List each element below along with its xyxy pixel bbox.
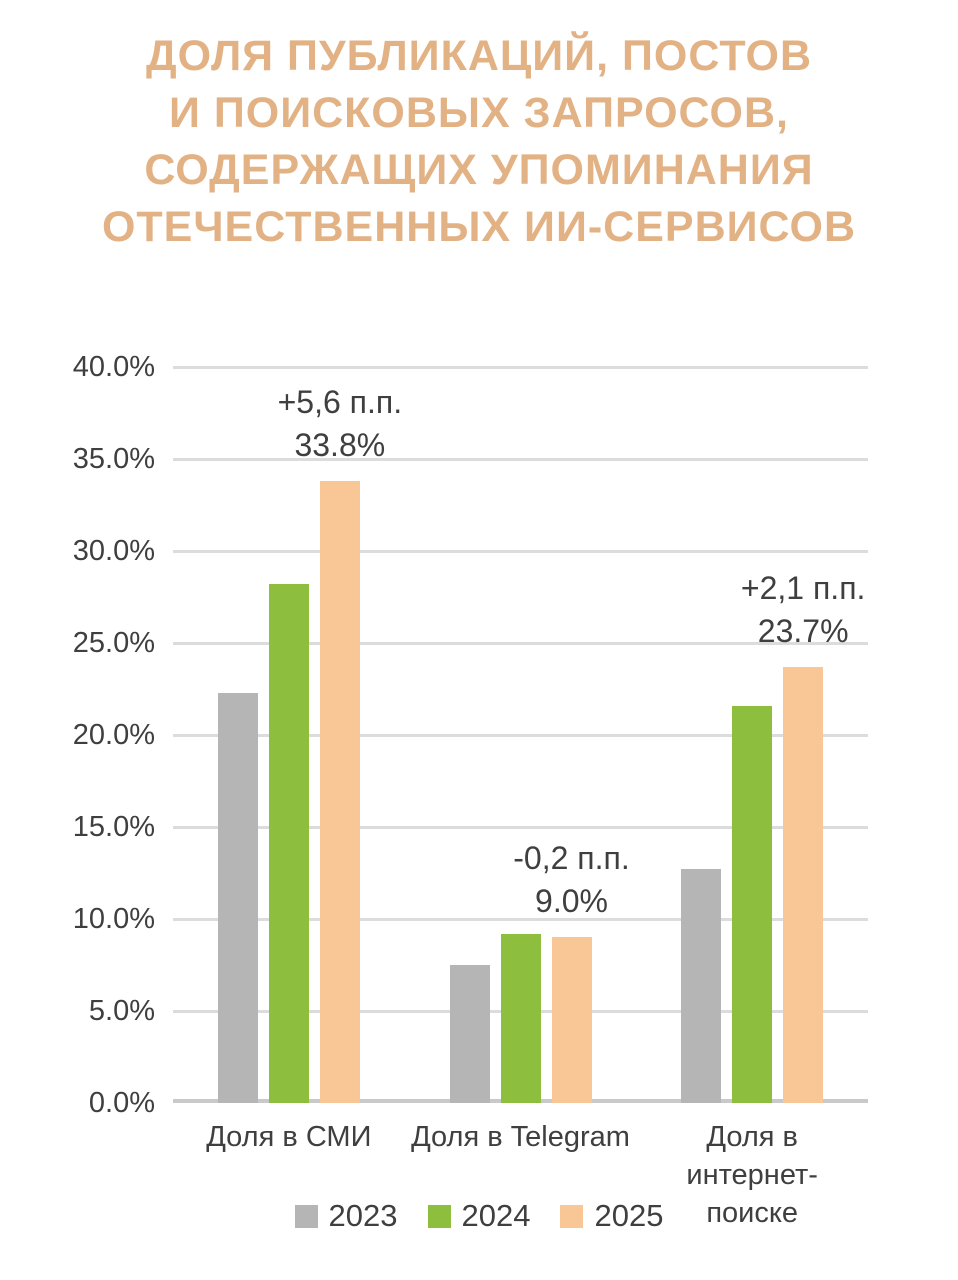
gridline — [173, 365, 868, 369]
legend: 2023 2024 2025 — [0, 1198, 958, 1234]
y-tick-label: 10.0% — [72, 903, 155, 935]
annotation: +5,6 п.п. 33.8% — [277, 384, 403, 464]
legend-swatch — [427, 1204, 451, 1228]
bar-2024-2 — [500, 933, 541, 1103]
bar-2023-1 — [217, 692, 258, 1103]
x-tick-label: Доля в Telegram — [411, 1121, 630, 1153]
y-tick-label: 5.0% — [88, 995, 155, 1027]
plot-area — [173, 365, 868, 1103]
legend-item-2025: 2025 — [560, 1198, 663, 1234]
bar-2024-1 — [268, 584, 309, 1103]
y-tick-label: 0.0% — [88, 1087, 155, 1119]
gridline — [173, 641, 868, 645]
x-tick-label: Доля в СМИ — [206, 1121, 372, 1153]
y-tick-label: 15.0% — [72, 811, 155, 843]
y-tick-label: 25.0% — [72, 627, 155, 659]
annotation: +2,1 п.п. 23.7% — [740, 569, 866, 649]
bar-2023-2 — [449, 965, 490, 1103]
y-tick-label: 20.0% — [72, 719, 155, 751]
bar-2025-3 — [783, 666, 824, 1103]
y-tick-label: 40.0% — [72, 351, 155, 383]
gridline — [173, 917, 868, 921]
legend-label: 2023 — [328, 1198, 398, 1233]
legend-item-2024: 2024 — [427, 1198, 531, 1234]
bar-2025-1 — [319, 481, 360, 1103]
legend-label: 2025 — [594, 1198, 664, 1233]
gridline — [173, 825, 868, 829]
y-tick-label: 30.0% — [72, 535, 155, 567]
legend-swatch — [294, 1204, 318, 1228]
bar-2025-2 — [551, 937, 592, 1103]
gridline — [173, 733, 868, 737]
x-tick-label: Доля в интернет- поиске — [686, 1121, 818, 1229]
legend-label: 2024 — [461, 1198, 531, 1233]
legend-item-2023: 2023 — [294, 1198, 398, 1234]
gridline — [173, 549, 868, 553]
legend-swatch — [560, 1204, 584, 1228]
annotation: -0,2 п.п. 9.0% — [513, 840, 630, 920]
chart-title: ДОЛЯ ПУБЛИКАЦИЙ, ПОСТОВ И ПОИСКОВЫХ ЗАПР… — [101, 32, 857, 251]
gridline — [173, 457, 868, 461]
y-tick-label: 35.0% — [72, 443, 155, 475]
bar-2024-3 — [732, 705, 773, 1103]
bar-2023-3 — [681, 869, 722, 1103]
